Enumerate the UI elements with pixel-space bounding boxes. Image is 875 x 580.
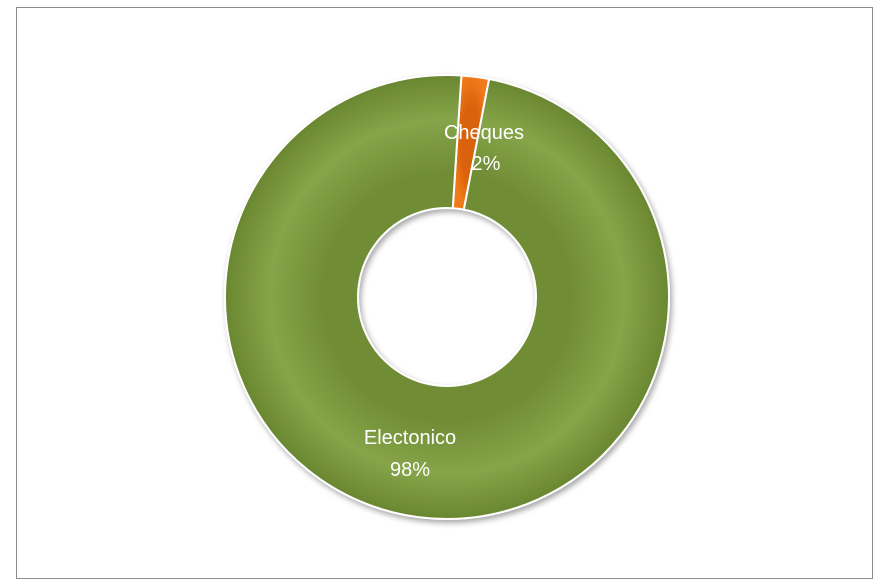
slice-label-cheques-name: Cheques xyxy=(444,122,524,144)
slice-label-cheques-percent: 2% xyxy=(472,153,501,175)
slice-label-electonico-percent: 98% xyxy=(390,459,430,481)
slice-label-electonico-name: Electonico xyxy=(364,427,456,449)
donut-slice-electonico xyxy=(224,74,670,520)
